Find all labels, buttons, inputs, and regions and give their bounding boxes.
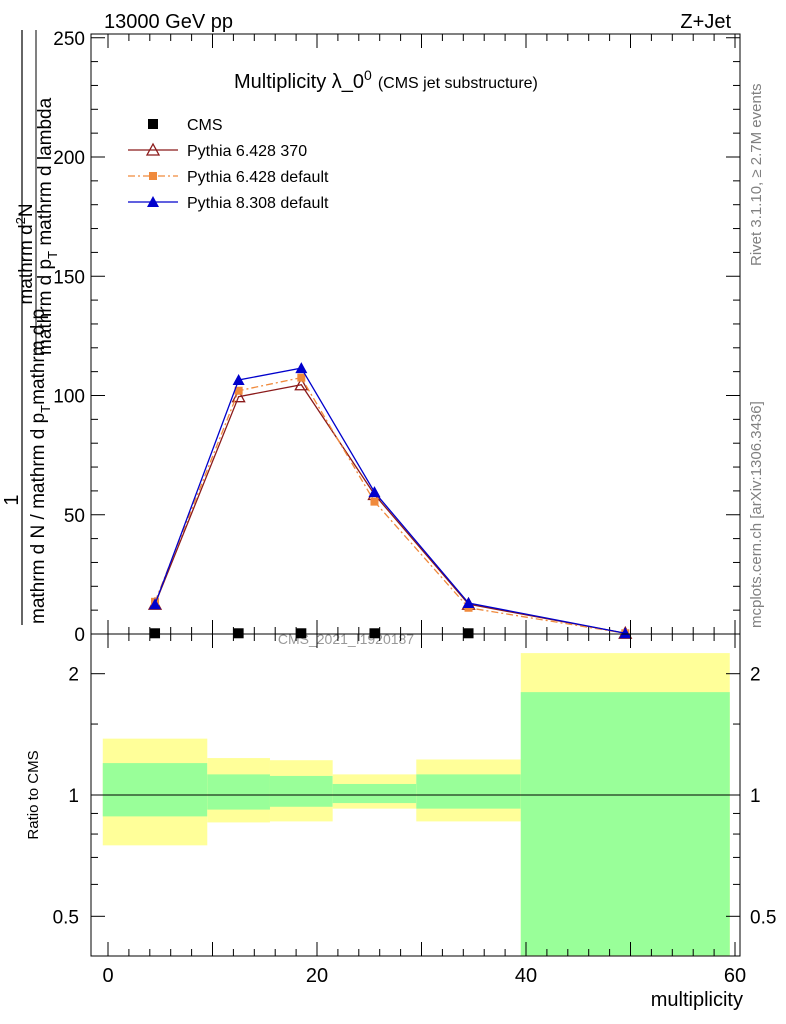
data-point bbox=[619, 627, 632, 639]
data-point bbox=[369, 628, 380, 639]
rivet-label: Rivet 3.1.10, ≥ 2.7M events bbox=[748, 84, 765, 267]
legend-item: Pythia 6.428 default bbox=[128, 169, 329, 186]
y-title-inner-den: mathrm d pT mathrm d lambda bbox=[35, 97, 60, 355]
data-point bbox=[295, 362, 308, 374]
data-point bbox=[233, 628, 244, 639]
legend-marker bbox=[149, 172, 157, 180]
series-2 bbox=[151, 373, 630, 638]
ratio-y-tick-label: 1 bbox=[68, 786, 79, 807]
legend-item: CMS bbox=[148, 117, 223, 134]
ratio-y-tick-label-right: 2 bbox=[750, 665, 761, 686]
y-title-denominator-text: mathrm d N / mathrm d p bbox=[28, 413, 49, 624]
legend-label: Pythia 6.428 370 bbox=[187, 143, 307, 160]
x-tick-label: 0 bbox=[102, 965, 113, 987]
mcplots-label: mcplots.cern.ch [arXiv:1306.3436] bbox=[748, 401, 765, 628]
ratio-inner-band bbox=[416, 774, 521, 809]
y-title-inner-den-text: mathrm d p bbox=[35, 259, 56, 355]
legend-label: Pythia 8.308 default bbox=[187, 195, 329, 212]
series-line bbox=[154, 376, 626, 634]
main-series-group bbox=[147, 362, 633, 639]
data-point bbox=[294, 377, 309, 391]
ratio-inner-band bbox=[269, 775, 333, 807]
series-1 bbox=[147, 377, 633, 639]
ratio-y-tick-label: 2 bbox=[68, 665, 79, 686]
data-point bbox=[232, 373, 245, 385]
x-tick-label: 20 bbox=[306, 965, 328, 987]
main-y-tick-label: 100 bbox=[53, 387, 85, 408]
legend-item: Pythia 8.308 default bbox=[128, 195, 329, 212]
series-line bbox=[154, 384, 626, 634]
main-plot-panel: CMS_2021_I1920187 Multiplicity λ_00 (CMS … bbox=[53, 29, 741, 647]
y-title-den2: mathrm d p bbox=[28, 309, 49, 405]
data-point bbox=[231, 389, 246, 403]
data-point bbox=[297, 373, 306, 382]
main-subtitle: (CMS jet substructure) bbox=[378, 75, 538, 92]
y-title-inner-num: mathrm d2N bbox=[13, 203, 37, 304]
x-tick-label: 40 bbox=[515, 965, 537, 987]
main-y-tick-label: 150 bbox=[53, 267, 85, 288]
main-y-axis: 0 50 100 150 200 250 bbox=[53, 29, 740, 646]
legend: CMS Pythia 6.428 370 Pythia 6.428 default P… bbox=[128, 117, 329, 212]
legend-marker bbox=[147, 196, 159, 207]
process-label: Z+Jet bbox=[680, 11, 731, 33]
watermark-label: CMS_2021_I1920187 bbox=[278, 631, 414, 647]
y-title-sup-2: 2 bbox=[13, 217, 28, 224]
ratio-inner-band bbox=[102, 763, 208, 817]
ratio-inner-band bbox=[207, 774, 270, 810]
data-point bbox=[463, 628, 474, 639]
data-point bbox=[149, 598, 162, 610]
main-y-tick-label: 50 bbox=[64, 506, 85, 527]
ratio-inner-band bbox=[332, 783, 417, 804]
y-title-inner-den-rest: mathrm d lambda bbox=[35, 97, 56, 251]
y-title-inner-sub-t: T bbox=[45, 251, 60, 259]
data-point bbox=[234, 386, 243, 395]
y-title-denominator: mathrm d N / mathrm d pTmathrm d p bbox=[28, 309, 53, 624]
legend-label: Pythia 6.428 default bbox=[187, 169, 329, 186]
data-point bbox=[462, 596, 475, 608]
legend-marker bbox=[148, 119, 158, 129]
ratio-y-tick-label: 0.5 bbox=[53, 907, 79, 928]
energy-label: 13000 GeV pp bbox=[104, 11, 233, 33]
legend-item: Pythia 6.428 370 bbox=[128, 142, 307, 160]
ratio-inner-band bbox=[520, 692, 730, 956]
main-y-axis-title: 1 mathrm d N / mathrm d pTmathrm d p mat… bbox=[1, 30, 60, 625]
main-title-text: Multiplicity λ_0 bbox=[234, 71, 364, 93]
ratio-axes: 0.5 0.51 12 20 20 40 60 bbox=[53, 634, 776, 987]
x-axis-title: multiplicity bbox=[651, 989, 743, 1011]
series-0 bbox=[150, 628, 474, 639]
data-point bbox=[368, 486, 381, 498]
ratio-y-tick-label-right: 0.5 bbox=[750, 907, 776, 928]
y-title-numerator: 1 bbox=[1, 494, 23, 505]
main-y-tick-label: 200 bbox=[53, 148, 85, 169]
x-tick-label: 60 bbox=[724, 965, 746, 987]
data-point bbox=[370, 497, 379, 506]
main-y-tick-label: 0 bbox=[74, 625, 85, 646]
y-title-sub-t: T bbox=[38, 405, 53, 413]
data-point bbox=[150, 628, 161, 639]
ratio-plot-panel: 0.5 0.51 12 20 20 40 60 Ratio to CMS multiplic… bbox=[25, 633, 776, 1011]
main-y-tick-label: 250 bbox=[53, 29, 85, 50]
y-title-inner-num-text: mathrm d bbox=[16, 224, 37, 304]
main-title-superscript: 0 bbox=[364, 67, 372, 83]
ratio-plot-frame bbox=[90, 633, 741, 957]
legend-marker bbox=[145, 142, 161, 156]
data-point bbox=[296, 628, 307, 639]
main-title: Multiplicity λ_00 (CMS jet substructure) bbox=[234, 67, 538, 93]
series-line bbox=[154, 367, 626, 634]
ratio-y-title: Ratio to CMS bbox=[25, 750, 42, 839]
series-3 bbox=[149, 362, 632, 639]
legend-label: CMS bbox=[187, 117, 223, 134]
y-title-inner-n: N bbox=[16, 203, 37, 217]
ratio-y-tick-label-right: 1 bbox=[750, 786, 761, 807]
ratio-bands bbox=[91, 653, 740, 956]
